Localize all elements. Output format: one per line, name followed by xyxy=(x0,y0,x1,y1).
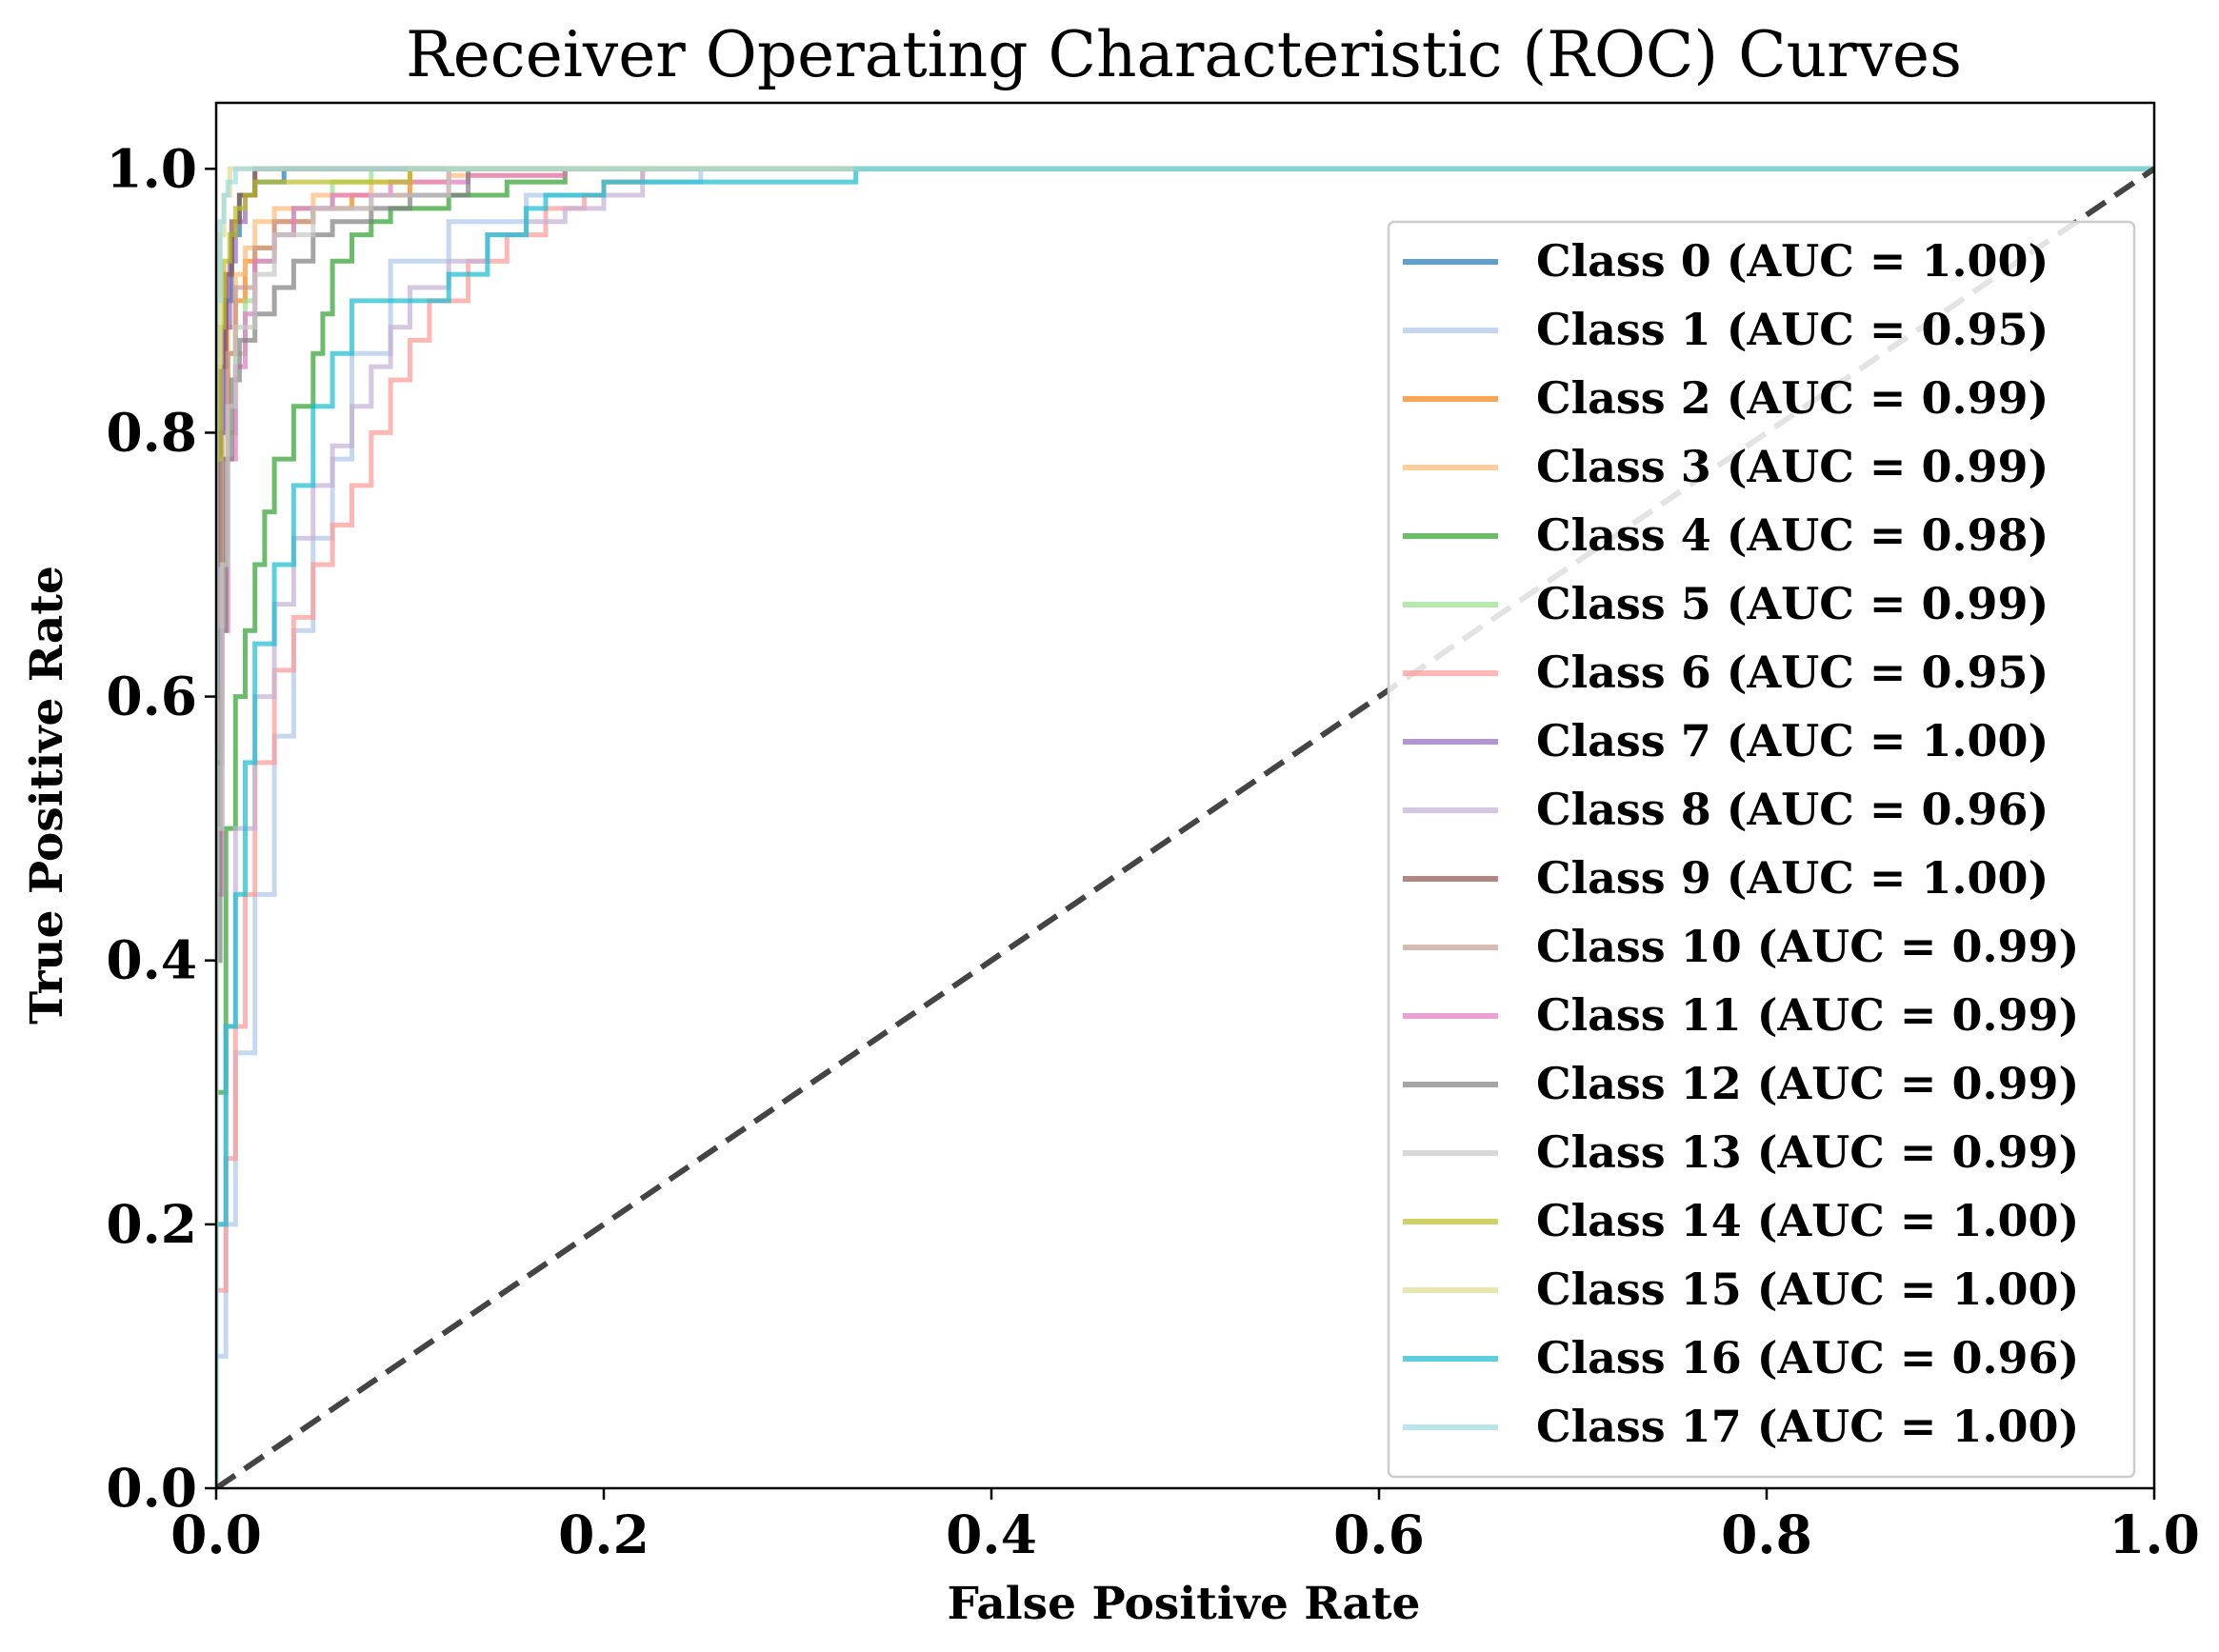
legend-label: Class 1 (AUC = 0.95) xyxy=(1536,304,2049,355)
legend-label: Class 17 (AUC = 1.00) xyxy=(1536,1401,2079,1452)
x-tick-label: 0.2 xyxy=(558,1503,650,1565)
y-tick-label: 0.0 xyxy=(106,1457,197,1519)
legend-label: Class 15 (AUC = 1.00) xyxy=(1536,1264,2079,1315)
y-tick-label: 0.4 xyxy=(106,929,197,991)
roc-curve-class-13 xyxy=(216,166,2154,1488)
chance-diagonal-line xyxy=(216,166,2154,1488)
roc-curve-class-17 xyxy=(216,166,2154,1488)
x-tick-label: 0.0 xyxy=(170,1503,262,1565)
legend: Class 0 (AUC = 1.00) Class 1 (AUC = 0.95)… xyxy=(1387,220,2136,1479)
x-tick-label: 1.0 xyxy=(2109,1503,2200,1565)
y-tick-label: 1.0 xyxy=(106,137,197,199)
legend-label: Class 9 (AUC = 1.00) xyxy=(1536,852,2049,904)
y-tick-label: 0.8 xyxy=(106,401,197,463)
legend-label: Class 3 (AUC = 0.99) xyxy=(1536,441,2049,492)
legend-label: Class 14 (AUC = 1.00) xyxy=(1536,1195,2079,1246)
roc-curve-class-8 xyxy=(216,166,2154,1488)
plot-area xyxy=(214,101,2156,1490)
legend-label: Class 8 (AUC = 0.96) xyxy=(1536,784,2049,835)
x-tick-label: 0.8 xyxy=(1721,1503,1812,1565)
legend-label: Class 5 (AUC = 0.99) xyxy=(1536,578,2049,629)
legend-box xyxy=(1387,220,2136,1479)
roc-curve-class-6 xyxy=(216,166,2154,1488)
x-tick-label: 0.4 xyxy=(946,1503,1037,1565)
legend-label: Class 0 (AUC = 1.00) xyxy=(1536,235,2049,287)
legend-label: Class 12 (AUC = 0.99) xyxy=(1536,1058,2079,1109)
roc-curves xyxy=(216,166,2154,1488)
x-axis-label: False Positive Rate xyxy=(948,1578,1421,1630)
y-axis-label: True Positive Rate xyxy=(21,566,73,1025)
y-tick-label: 0.2 xyxy=(106,1193,197,1255)
legend-label: Class 13 (AUC = 0.99) xyxy=(1536,1126,2079,1178)
legend-label: Class 7 (AUC = 1.00) xyxy=(1536,715,2049,766)
chart-title: Receiver Operating Characteristic (ROC) … xyxy=(406,18,1962,91)
legend-label: Class 4 (AUC = 0.98) xyxy=(1536,509,2049,561)
x-tick-label: 0.6 xyxy=(1333,1503,1425,1565)
legend-label: Class 6 (AUC = 0.95) xyxy=(1536,647,2049,698)
axes-frame xyxy=(214,101,2156,1490)
y-tick-label: 0.6 xyxy=(106,666,197,727)
legend-label: Class 11 (AUC = 0.99) xyxy=(1536,989,2079,1041)
axis-ticks: 0.0 0.2 0.4 0.6 0.8 1.0 0.0 0.2 0.4 0.6 0.8 1.0 xyxy=(106,137,2200,1565)
roc-curve-class-16 xyxy=(216,166,2154,1488)
legend-label: Class 16 (AUC = 0.96) xyxy=(1536,1332,2079,1383)
legend-label: Class 10 (AUC = 0.99) xyxy=(1536,921,2079,972)
legend-label: Class 2 (AUC = 0.99) xyxy=(1536,372,2049,424)
